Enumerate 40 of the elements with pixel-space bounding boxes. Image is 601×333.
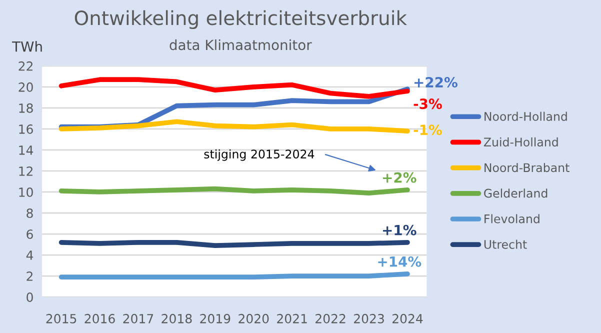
x-tick-label: 2022 <box>316 314 346 324</box>
legend-label: Gelderland <box>484 188 548 198</box>
annotation: -3% <box>414 98 442 110</box>
y-tick-label: 18 <box>19 103 33 113</box>
legend-label: Zuid-Holland <box>484 137 558 147</box>
y-tick-label: 6 <box>26 229 33 239</box>
annotation: -1% <box>414 124 442 136</box>
y-tick-label: 22 <box>18 61 32 71</box>
y-tick-label: 16 <box>19 124 33 134</box>
y-tick-label: 14 <box>19 146 34 155</box>
line-series <box>58 119 410 134</box>
chart-subtitle: data Klimaatmonitor <box>170 39 312 50</box>
x-tick-label: 2016 <box>84 314 115 324</box>
legend-label: Utrecht <box>484 240 527 249</box>
x-tick-label: 2018 <box>162 314 192 324</box>
legend-label: Noord-Brabant <box>484 162 570 172</box>
annotation: +2% <box>383 172 416 183</box>
legend-label: Noord-Holland <box>484 112 567 121</box>
y-tick-label: 0 <box>26 292 33 302</box>
annotation: +14% <box>378 256 422 267</box>
legend-label: Flevoland <box>484 214 540 224</box>
y-tick-label: 12 <box>19 166 32 176</box>
annotation: +1% <box>383 224 416 236</box>
chart-title: Ontwikkeling elektriciteitsverbruik <box>74 10 407 30</box>
x-tick-label: 2019 <box>200 314 230 324</box>
y-tick-label: 2 <box>26 272 32 281</box>
y-tick-label: 20 <box>18 82 33 92</box>
y-axis-title: TWh <box>12 41 42 52</box>
x-tick-label: 2021 <box>277 314 307 324</box>
annotation: +22% <box>414 77 458 88</box>
x-tick-label: 2023 <box>354 314 384 324</box>
y-tick-label: 4 <box>26 250 34 260</box>
x-tick-label: 2017 <box>123 314 154 324</box>
y-tick-label: 8 <box>26 208 33 218</box>
annotation: stijging 2015-2024 <box>204 149 314 161</box>
y-tick-label: 10 <box>19 187 33 197</box>
x-tick-label: 2024 <box>392 314 423 324</box>
x-tick-label: 2020 <box>238 314 269 324</box>
x-tick-label: 2015 <box>46 314 76 324</box>
line-series <box>58 77 410 99</box>
